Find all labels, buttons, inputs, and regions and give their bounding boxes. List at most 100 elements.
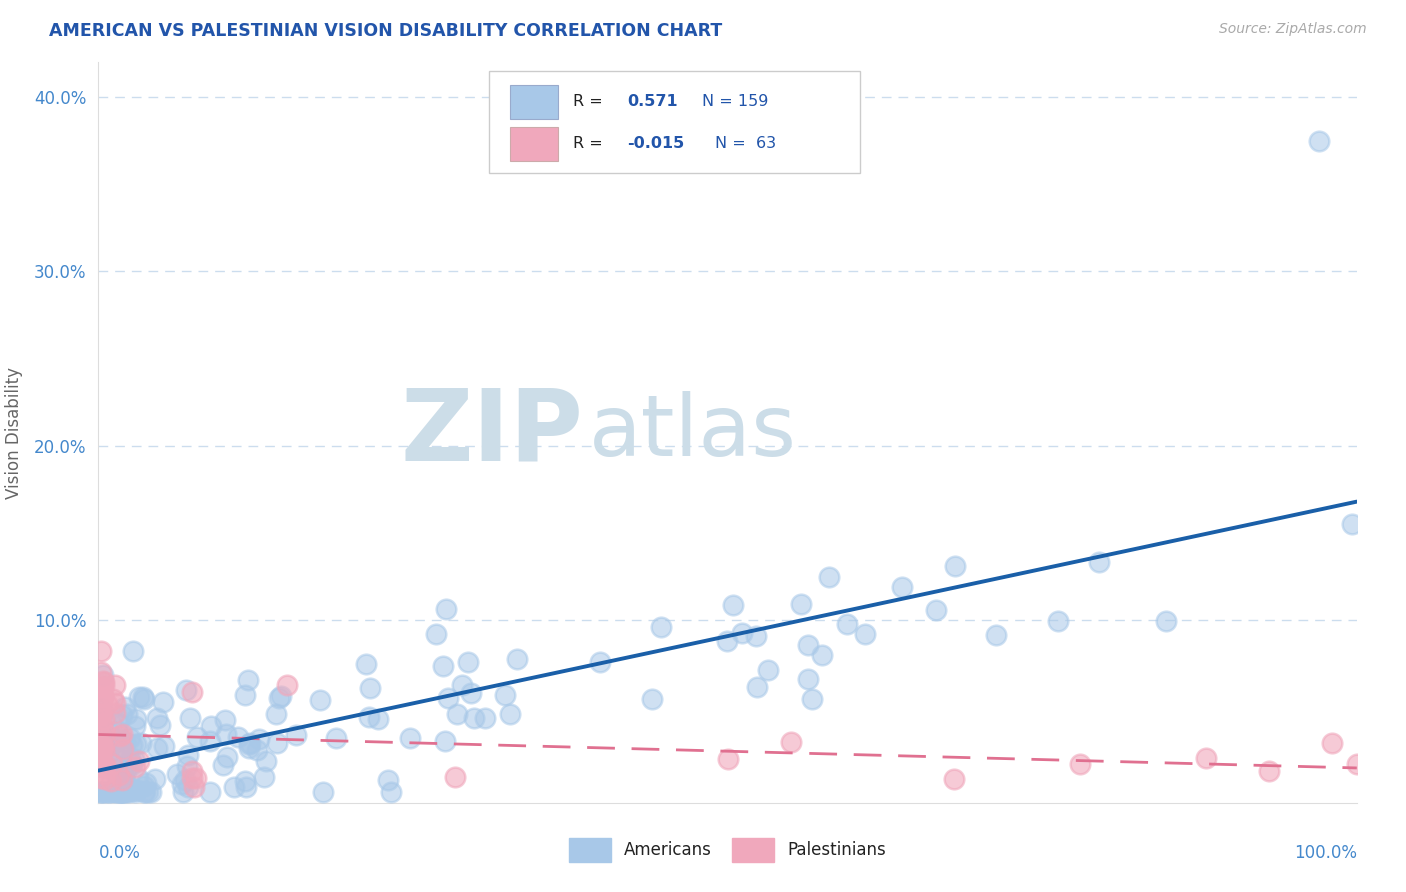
Point: [853, 627, 876, 641]
Point: [139, 785, 162, 799]
Point: [91, 690, 114, 705]
Point: [925, 603, 948, 617]
Point: [89, 785, 111, 799]
Point: [312, 785, 335, 799]
Point: [91, 741, 114, 756]
Text: AMERICAN VS PALESTINIAN VISION DISABILITY CORRELATION CHART: AMERICAN VS PALESTINIAN VISION DISABILIT…: [49, 22, 723, 40]
Point: [94, 710, 117, 724]
Point: [174, 772, 197, 787]
Point: [134, 779, 156, 793]
Point: [111, 727, 134, 741]
Point: [309, 693, 332, 707]
Point: [125, 737, 148, 751]
Text: 100.0%: 100.0%: [1294, 844, 1357, 862]
Point: [817, 570, 839, 584]
Point: [93, 725, 115, 739]
FancyBboxPatch shape: [510, 127, 558, 161]
Point: [121, 739, 143, 753]
Point: [494, 688, 516, 702]
Point: [166, 767, 188, 781]
Point: [1308, 134, 1330, 148]
Point: [124, 718, 146, 732]
Point: [93, 758, 115, 772]
Point: [110, 752, 132, 766]
Point: [200, 734, 222, 748]
Point: [110, 785, 132, 799]
Point: [107, 716, 129, 731]
Point: [90, 740, 112, 755]
Y-axis label: Vision Disability: Vision Disability: [6, 367, 22, 499]
Point: [115, 707, 138, 722]
Point: [112, 785, 135, 799]
Point: [177, 748, 200, 763]
Point: [91, 744, 114, 758]
Point: [233, 688, 256, 702]
Point: [172, 777, 194, 791]
Point: [446, 706, 468, 721]
Point: [104, 696, 127, 710]
Point: [716, 634, 738, 648]
Point: [122, 782, 145, 797]
Point: [432, 659, 454, 673]
Point: [93, 689, 115, 703]
Point: [101, 692, 124, 706]
Point: [89, 684, 111, 698]
Point: [114, 734, 136, 748]
Point: [91, 759, 114, 773]
Point: [89, 737, 111, 751]
Point: [228, 730, 250, 744]
Point: [121, 644, 143, 658]
Point: [90, 706, 112, 721]
Point: [97, 785, 120, 799]
Point: [474, 711, 496, 725]
Point: [127, 782, 149, 797]
Point: [134, 692, 156, 706]
Point: [101, 784, 124, 798]
Point: [91, 673, 114, 688]
Point: [108, 785, 131, 799]
Point: [94, 772, 117, 787]
Point: [101, 756, 124, 771]
Point: [796, 639, 818, 653]
Point: [641, 692, 664, 706]
Point: [717, 752, 740, 766]
Point: [986, 628, 1008, 642]
Point: [172, 785, 194, 799]
Point: [90, 785, 112, 799]
Point: [90, 706, 112, 721]
Point: [745, 629, 768, 643]
Point: [124, 785, 146, 799]
Point: [589, 655, 612, 669]
Point: [105, 770, 128, 784]
Legend: Americans, Palestinians: Americans, Palestinians: [562, 831, 893, 869]
Point: [180, 685, 202, 699]
Point: [94, 785, 117, 799]
Point: [108, 729, 131, 743]
Point: [107, 768, 129, 782]
Point: [110, 785, 132, 799]
Point: [98, 731, 121, 746]
Text: R =: R =: [572, 95, 607, 109]
Point: [790, 598, 813, 612]
Point: [1341, 517, 1364, 532]
Point: [238, 673, 260, 687]
Point: [97, 724, 120, 739]
Point: [90, 681, 112, 695]
Point: [91, 720, 114, 734]
Point: [118, 731, 141, 745]
Point: [87, 742, 110, 756]
Point: [90, 755, 112, 769]
Text: ZIP: ZIP: [401, 384, 583, 481]
Point: [129, 736, 152, 750]
Text: N = 159: N = 159: [703, 95, 769, 109]
Point: [1346, 757, 1368, 772]
Point: [254, 754, 277, 768]
Point: [247, 731, 270, 746]
Point: [810, 648, 832, 663]
Point: [89, 755, 111, 769]
Point: [135, 776, 157, 790]
Point: [214, 713, 236, 727]
Point: [835, 617, 858, 632]
Point: [115, 764, 138, 778]
Text: 0.571: 0.571: [627, 95, 678, 109]
